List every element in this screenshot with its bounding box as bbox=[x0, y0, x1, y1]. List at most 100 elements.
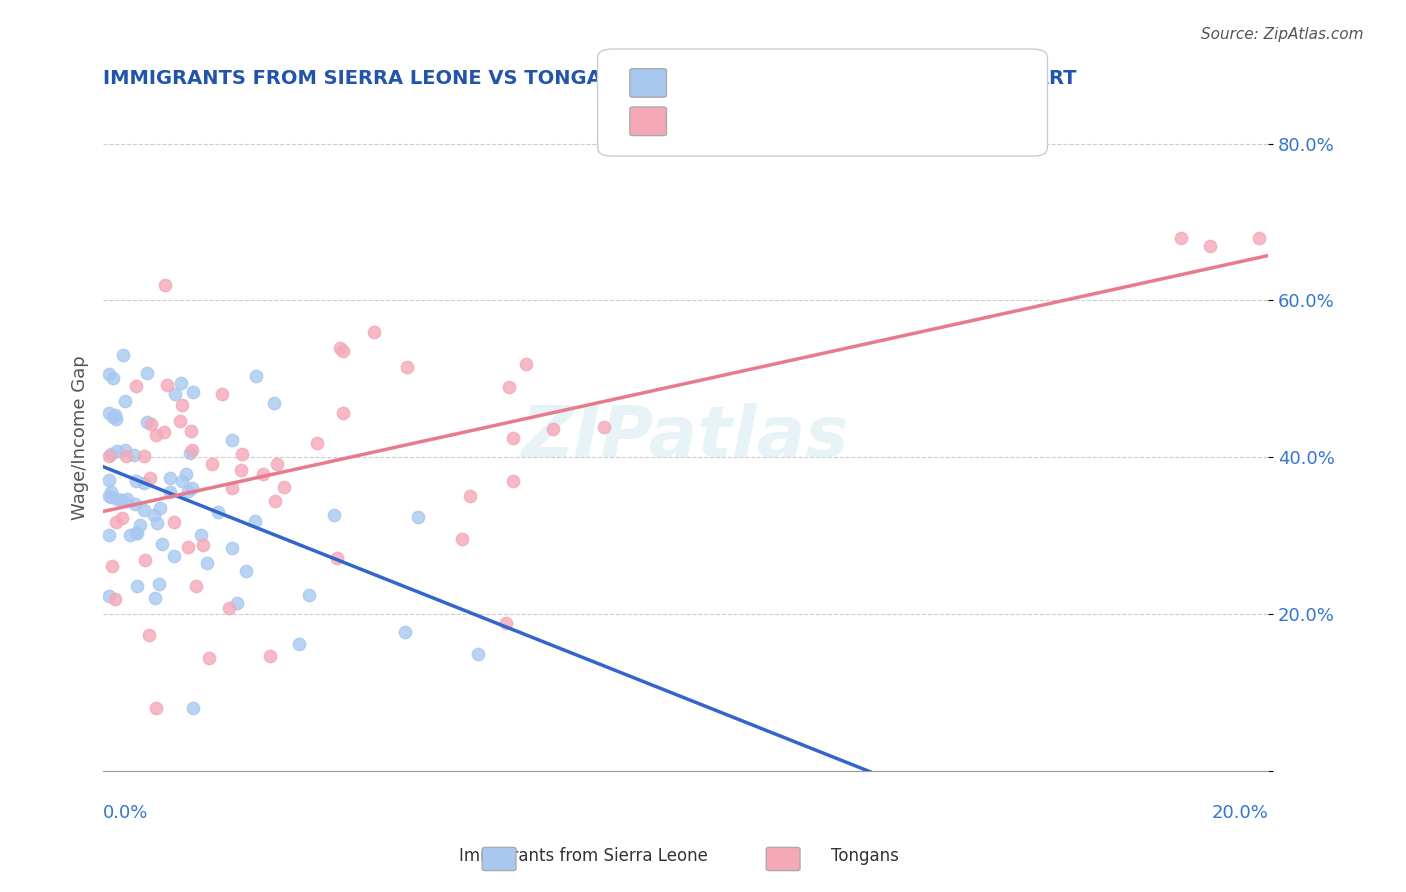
Point bbox=[259, 648, 281, 663]
Point bbox=[145, 701, 167, 715]
Point bbox=[139, 417, 162, 431]
Point bbox=[135, 415, 157, 429]
Point bbox=[163, 549, 186, 563]
Point bbox=[264, 493, 287, 508]
Point bbox=[124, 379, 146, 393]
Point bbox=[394, 625, 416, 640]
Point bbox=[211, 387, 233, 401]
Point bbox=[332, 344, 354, 359]
Point bbox=[117, 491, 139, 506]
Point bbox=[97, 489, 120, 503]
Point bbox=[105, 444, 128, 458]
Point bbox=[150, 537, 173, 551]
Point bbox=[252, 467, 274, 482]
Point bbox=[326, 551, 349, 566]
Point bbox=[332, 406, 354, 420]
Point bbox=[153, 278, 176, 293]
Point bbox=[207, 505, 229, 519]
Point bbox=[263, 396, 285, 410]
Point bbox=[177, 483, 200, 498]
Point bbox=[1249, 230, 1271, 244]
Point bbox=[218, 601, 240, 615]
Point bbox=[179, 446, 201, 460]
Point bbox=[451, 532, 474, 546]
Point bbox=[101, 558, 124, 573]
Point bbox=[177, 541, 200, 555]
Point bbox=[180, 442, 202, 457]
Point bbox=[287, 636, 309, 650]
Point bbox=[122, 448, 145, 462]
Point bbox=[153, 425, 176, 439]
Point bbox=[406, 510, 429, 524]
Point bbox=[114, 442, 136, 457]
Point bbox=[114, 393, 136, 408]
Point bbox=[221, 481, 243, 495]
Point bbox=[107, 492, 129, 507]
Point bbox=[190, 528, 212, 542]
Text: IMMIGRANTS FROM SIERRA LEONE VS TONGAN WAGE/INCOME GAP CORRELATION CHART: IMMIGRANTS FROM SIERRA LEONE VS TONGAN W… bbox=[103, 69, 1077, 87]
Point bbox=[146, 516, 169, 530]
Point bbox=[515, 357, 537, 371]
Point bbox=[110, 493, 132, 508]
Point bbox=[181, 384, 204, 399]
Point bbox=[458, 489, 481, 503]
Point bbox=[97, 589, 120, 603]
Point bbox=[329, 342, 352, 356]
Point bbox=[467, 647, 489, 661]
Point bbox=[132, 475, 155, 490]
Point bbox=[142, 508, 165, 522]
Point bbox=[97, 449, 120, 463]
Point bbox=[243, 514, 266, 528]
Point bbox=[1170, 230, 1192, 244]
Point bbox=[193, 538, 215, 552]
Text: R =  0.266   N = 54: R = 0.266 N = 54 bbox=[679, 112, 841, 130]
Point bbox=[235, 564, 257, 578]
Point bbox=[180, 424, 202, 438]
Point bbox=[159, 471, 181, 485]
Point bbox=[498, 380, 520, 394]
Point bbox=[159, 484, 181, 499]
Point bbox=[129, 518, 152, 533]
Point bbox=[245, 369, 267, 384]
Point bbox=[111, 348, 134, 362]
Point bbox=[100, 490, 122, 504]
Point bbox=[100, 447, 122, 461]
Point bbox=[231, 447, 253, 461]
Point bbox=[305, 435, 328, 450]
Point bbox=[266, 458, 288, 472]
Point bbox=[543, 422, 565, 436]
Point bbox=[201, 458, 224, 472]
Point bbox=[593, 420, 616, 434]
Y-axis label: Wage/Income Gap: Wage/Income Gap bbox=[72, 355, 89, 520]
Point bbox=[145, 427, 167, 442]
Point bbox=[103, 592, 125, 607]
Point bbox=[138, 471, 160, 485]
Point bbox=[221, 433, 243, 447]
Point bbox=[495, 615, 517, 630]
Point bbox=[163, 515, 186, 529]
Point bbox=[97, 528, 120, 542]
Point bbox=[198, 651, 221, 665]
Point bbox=[170, 376, 193, 391]
Point bbox=[148, 577, 170, 591]
Point bbox=[103, 370, 125, 384]
Point bbox=[226, 596, 249, 610]
Point bbox=[1199, 238, 1222, 252]
Text: Tongans: Tongans bbox=[831, 847, 898, 865]
Point bbox=[149, 500, 172, 515]
Point bbox=[174, 467, 197, 481]
Point bbox=[143, 591, 166, 606]
Point bbox=[125, 474, 148, 488]
Text: R = -0.432   N = 66: R = -0.432 N = 66 bbox=[679, 74, 842, 92]
Point bbox=[184, 579, 207, 593]
Text: ZIPatlas: ZIPatlas bbox=[522, 403, 849, 472]
Point bbox=[221, 541, 243, 555]
Point bbox=[170, 474, 193, 488]
Point bbox=[97, 367, 120, 381]
Point bbox=[97, 473, 120, 487]
Point bbox=[127, 526, 149, 541]
Text: 20.0%: 20.0% bbox=[1212, 805, 1268, 822]
Point bbox=[165, 387, 187, 401]
Point bbox=[104, 515, 127, 529]
Point bbox=[231, 462, 253, 476]
